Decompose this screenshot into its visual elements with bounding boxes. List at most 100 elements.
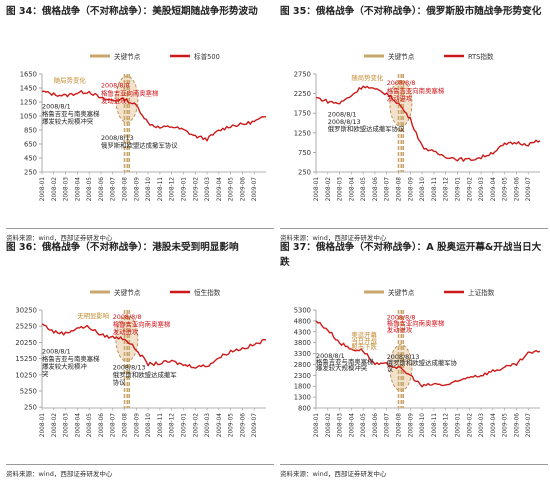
y-tick-label: 800 <box>298 405 311 413</box>
series-line <box>315 320 541 388</box>
panel-title: 图 36：俄格战争（不对称战争）：港股未受到明显影响 <box>6 242 239 253</box>
annotation-text: 2008/8/13 <box>113 363 146 371</box>
x-tick-label: 2008-11 <box>432 177 438 202</box>
y-tick-label: 15250 <box>15 355 37 363</box>
y-tick-label: 250 <box>298 169 311 177</box>
x-tick-label: 2008-06 <box>373 177 379 202</box>
y-tick-label: 10250 <box>15 371 37 379</box>
annotation-text: 2008/8/1 <box>316 352 345 360</box>
annotation-text: 爆发较大规模冲突 <box>42 117 94 126</box>
x-tick-label: 2009-01 <box>181 413 187 438</box>
y-tick-label: 650 <box>24 141 37 149</box>
x-tick-label: 2009-01 <box>455 177 461 202</box>
y-tick-label: 4300 <box>294 328 311 336</box>
hangseng-chart: 关键节点 恒生指数 30250 25250 20250 15250 10250 5250 250… <box>15 288 267 438</box>
y-tick-label: 5250 <box>20 387 37 395</box>
annotation-text: 2008/8/13 <box>328 118 361 126</box>
panel-title: 图 34：俄格战争（不对称战争）：美股短期随战争形势波动 <box>6 6 258 17</box>
x-tick-label: 2008-02 <box>326 177 332 202</box>
x-tick-label: 2009-05 <box>229 413 235 438</box>
x-tick-label: 2008-03 <box>64 177 70 202</box>
annotation-text: 奥运开幕 <box>351 330 377 339</box>
x-tick-label: 2008-05 <box>87 413 93 438</box>
annotation-text: 无明显影响 <box>77 311 109 320</box>
annotation-text: 2008/8/8 <box>387 314 416 322</box>
x-tick-label: 2009-06 <box>240 413 246 438</box>
annotation-text: 俄罗斯和欧盟达成撤军 <box>113 370 177 379</box>
y-tick-label: 2250 <box>294 90 311 98</box>
x-tick-label: 2008-07 <box>111 413 117 438</box>
series-line <box>41 323 267 369</box>
x-tick-label: 2009-04 <box>217 413 223 438</box>
y-tick-label: 4800 <box>294 317 311 325</box>
y-tick-label: 3300 <box>294 350 311 358</box>
annotation-text: 爆发较大规模冲 <box>42 361 87 370</box>
annotation-text: 发动进攻 <box>387 93 413 102</box>
y-tick-label: 2300 <box>294 372 311 380</box>
x-tick-label: 2008-08 <box>397 413 403 438</box>
annotation-text: 格鲁吉亚与南奥塞梯 <box>316 357 374 366</box>
y-tick-label: 20250 <box>15 339 37 347</box>
x-tick-label: 2008-08 <box>397 177 403 202</box>
annotation-text: 俄罗斯和欧盟达成撤军协议 <box>328 124 405 133</box>
x-tick-label: 2008-11 <box>158 177 164 202</box>
x-tick-label: 2009-06 <box>514 177 520 202</box>
x-tick-label: 2009-01 <box>181 177 187 202</box>
x-tick-label: 2009-07 <box>252 177 258 202</box>
annotation-text: 当日开战 <box>351 336 377 345</box>
x-tick-label: 2008-03 <box>64 413 70 438</box>
annotation-text: 2008/8/8 <box>101 82 130 90</box>
x-tick-label: 2008-09 <box>408 413 414 438</box>
x-tick-label: 2008-01 <box>40 413 46 438</box>
panel-source: 资料来源：wind，西部证券研发中心 <box>280 464 548 478</box>
x-tick-label: 2008-06 <box>373 413 379 438</box>
annotation-text: 2008/8/8 <box>387 79 416 87</box>
panel-source: 资料来源：wind，西部证券研发中心 <box>6 228 274 242</box>
annotation-text: 随局势变化 <box>351 73 384 82</box>
annotation-text: 议 <box>387 365 394 373</box>
annotation-text: 2008/8/1 <box>42 348 71 356</box>
x-tick-label: 2009-06 <box>240 177 246 202</box>
x-tick-label: 2008-09 <box>134 177 140 202</box>
x-tick-label: 2008-09 <box>408 177 414 202</box>
legend-label-key-dates: 关键节点 <box>388 52 415 61</box>
sp500-chart: 关键节点 标普5001650145012501050850650450250200… <box>20 52 267 202</box>
x-tick-label: 2008-08 <box>123 177 129 202</box>
x-tick-label: 2008-11 <box>158 413 164 438</box>
x-tick-label: 2008-04 <box>349 413 355 438</box>
legend-label-index: 上证指数 <box>468 288 495 297</box>
y-tick-label: 1650 <box>20 71 37 79</box>
legend-label-key-dates: 关键节点 <box>114 52 141 61</box>
x-tick-label: 2009-07 <box>252 413 258 438</box>
x-tick-label: 2008-10 <box>420 177 426 202</box>
annotation-text: 2008/8/13 <box>101 134 134 142</box>
panel-sp500: 图 34：俄格战争（不对称战争）：美股短期随战争形势波动 关键节点 标普500 16… <box>6 4 274 244</box>
annotation-text: 格鲁吉亚向南奥塞梯 <box>387 86 445 95</box>
legend-label-index: RTS指数 <box>468 52 494 61</box>
x-tick-label: 2008-12 <box>444 177 450 202</box>
annotation-text: 俄罗斯和欧盟达成撤军协议 <box>101 141 178 150</box>
legend-label-index: 标普500 <box>194 52 220 61</box>
x-tick-label: 2008-11 <box>432 413 438 438</box>
panel-source: 资料来源：wind，西部证券研发中心 <box>6 464 274 478</box>
x-tick-label: 2009-01 <box>455 413 461 438</box>
x-tick-label: 2008-04 <box>75 177 81 202</box>
x-tick-label: 2008-12 <box>170 177 176 202</box>
x-tick-label: 2009-05 <box>503 177 509 202</box>
x-tick-label: 2008-07 <box>385 413 391 438</box>
x-tick-label: 2009-02 <box>467 177 473 202</box>
y-tick-label: 1250 <box>294 129 311 137</box>
annotation-text: 格鲁吉亚向南奥塞梯 <box>101 88 159 97</box>
x-tick-label: 2009-05 <box>503 413 509 438</box>
y-tick-label: 1450 <box>20 85 37 93</box>
annotation-text: 协议 <box>113 377 126 386</box>
x-tick-label: 2008-05 <box>361 413 367 438</box>
annotation-text: 股市下跌 <box>351 342 377 351</box>
panel-source: 资料来源：wind，西部证券研发中心 <box>280 228 548 242</box>
series-line <box>315 85 541 162</box>
y-tick-label: 750 <box>298 149 311 157</box>
x-tick-label: 2009-04 <box>491 177 497 202</box>
y-tick-label: 1050 <box>20 113 37 121</box>
legend-label-key-dates: 关键节点 <box>388 288 415 297</box>
y-tick-label: 450 <box>24 155 37 163</box>
